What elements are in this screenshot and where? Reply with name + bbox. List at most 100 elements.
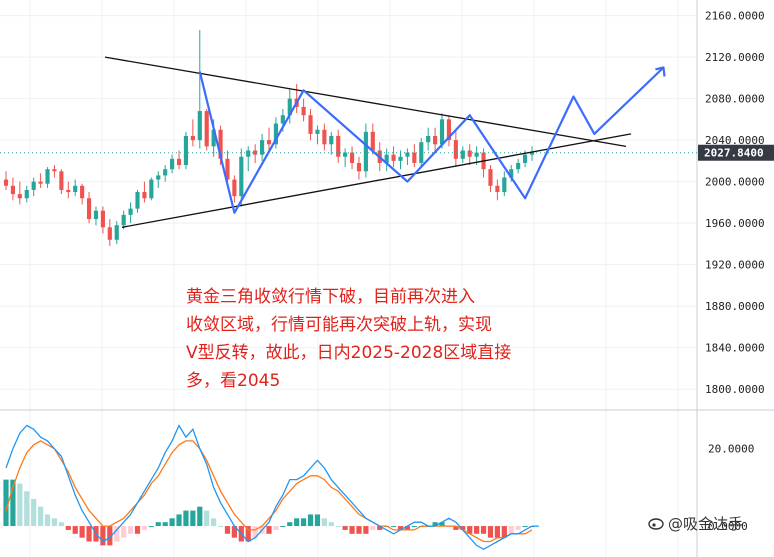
price-tick-label: 2160.0000 xyxy=(705,10,765,23)
macd-tick-label: 20.0000 xyxy=(708,443,754,456)
candle xyxy=(232,179,237,197)
candle xyxy=(107,227,112,240)
macd-histogram-bar xyxy=(370,526,376,530)
macd-histogram-bar xyxy=(273,526,279,530)
macd-histogram-bar xyxy=(508,526,514,534)
candle xyxy=(190,135,195,141)
candle xyxy=(516,162,521,170)
analysis-note-line-4: 多，看2045 xyxy=(186,371,280,391)
candle xyxy=(260,140,265,155)
macd-histogram-bar xyxy=(162,522,168,527)
candle xyxy=(80,185,85,199)
candle xyxy=(412,152,417,163)
price-tick-label: 1960.0000 xyxy=(705,217,765,230)
candle xyxy=(426,135,431,143)
macd-histogram-bar xyxy=(51,518,58,527)
candle xyxy=(3,179,9,186)
macd-histogram-bar xyxy=(190,510,196,527)
candle xyxy=(100,210,105,228)
macd-histogram-bar xyxy=(397,526,404,530)
candle xyxy=(356,162,362,172)
macd-histogram-bar xyxy=(231,526,237,538)
candle xyxy=(308,115,313,134)
candle xyxy=(114,225,119,240)
macd-histogram-bar xyxy=(10,479,16,527)
candle xyxy=(239,156,244,197)
candle xyxy=(45,169,50,184)
macd-histogram-bar xyxy=(176,514,182,527)
price-tick-label: 1880.0000 xyxy=(705,300,765,313)
candle xyxy=(59,171,64,190)
candle xyxy=(135,192,140,209)
price-tick-label: 1840.0000 xyxy=(705,342,765,355)
upper-trendline xyxy=(104,56,627,147)
macd-histogram-bar xyxy=(487,526,494,538)
macd-histogram-bar xyxy=(107,526,113,546)
macd-histogram-bar xyxy=(314,514,321,527)
macd-histogram-bar xyxy=(342,526,348,530)
macd-histogram-bar xyxy=(280,526,286,528)
last-price-label: 2027.8400 xyxy=(704,147,764,160)
v-pattern-path xyxy=(198,66,665,214)
candle xyxy=(439,119,445,145)
candle xyxy=(31,181,36,190)
candle xyxy=(73,185,78,193)
candle xyxy=(460,150,465,159)
watermark-text: @吸金达手 xyxy=(668,515,743,533)
candle xyxy=(142,192,147,199)
candle xyxy=(287,98,292,116)
candle xyxy=(86,198,92,220)
macd-histogram-bar xyxy=(86,526,92,542)
macd-histogram-bar xyxy=(169,518,175,527)
macd-histogram-bar xyxy=(31,498,37,527)
analysis-note-line-3: V型反转，故此，日内2025-2028区域直接 xyxy=(186,343,511,363)
macd-histogram-bar xyxy=(307,514,314,527)
candle xyxy=(183,135,189,166)
macd-histogram-bar xyxy=(411,526,417,528)
last-price-tag xyxy=(698,144,774,161)
candle xyxy=(523,154,528,163)
candle xyxy=(363,131,368,172)
candle xyxy=(474,152,479,157)
price-tick-label: 2120.0000 xyxy=(705,51,765,64)
macd-histogram-bar xyxy=(24,491,30,527)
candle xyxy=(301,106,306,116)
macd-histogram-bar xyxy=(494,526,500,538)
macd-panel[interactable] xyxy=(3,424,539,551)
candle xyxy=(509,169,514,178)
analysis-note-line-1: 黄金三角收敛行情下破，目前再次进入 xyxy=(186,287,475,307)
macd-histogram-bar xyxy=(439,522,445,527)
pattern-layer xyxy=(104,56,666,228)
candle xyxy=(336,135,341,157)
price-tick-label: 2000.0000 xyxy=(705,176,765,189)
macd-histogram-bar xyxy=(211,518,217,527)
macd-histogram-bar xyxy=(301,518,307,527)
macd-histogram-bar xyxy=(480,526,487,534)
candle xyxy=(467,150,472,157)
candle xyxy=(433,135,438,145)
candle xyxy=(495,185,500,193)
price-panel[interactable] xyxy=(0,30,697,246)
candle xyxy=(280,115,285,124)
macd-histogram-bar xyxy=(252,526,258,538)
price-axis[interactable]: 2160.0000 2120.0000 2080.0000 2040.0000 2000… xyxy=(698,10,774,397)
candle xyxy=(93,210,99,220)
candle xyxy=(163,169,168,176)
candle xyxy=(322,129,327,145)
macd-histogram-bar xyxy=(328,522,334,527)
macd-histogram-bar xyxy=(515,526,521,530)
candle xyxy=(218,129,223,159)
macd-histogram-bar xyxy=(377,526,383,530)
candle xyxy=(176,158,182,166)
macd-axis[interactable]: 20.0000 0.0000 xyxy=(708,443,754,533)
macd-histogram-bar xyxy=(404,526,411,530)
macd-histogram-bar xyxy=(460,526,466,530)
candle xyxy=(52,169,57,172)
candle xyxy=(398,156,403,161)
macd-histogram-bar xyxy=(453,526,459,530)
macd-signal-line xyxy=(5,440,533,543)
macd-histogram-bar xyxy=(224,526,231,534)
macd-tick-label: 0.0000 xyxy=(708,520,748,533)
weibo-logo-icon xyxy=(648,518,664,530)
